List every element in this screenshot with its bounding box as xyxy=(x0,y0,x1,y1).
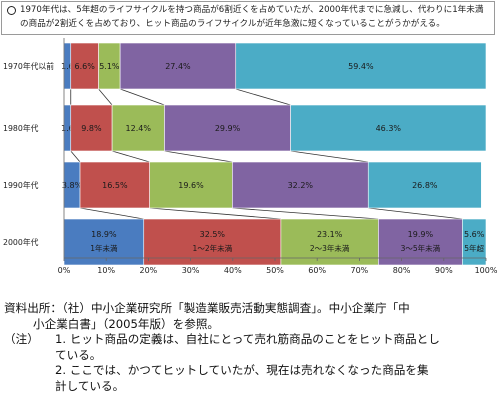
legend-label: 3～5年未満 xyxy=(401,243,441,253)
data-label: 6.6% xyxy=(75,62,96,71)
x-tick-label: 10% xyxy=(97,266,115,275)
notes-block: 資料出所：（社）中小企業研究所「製造業販売活動実態調査」。中小企業庁「中 小企業… xyxy=(4,301,498,395)
bar-segment xyxy=(164,104,291,152)
data-label: 19.9% xyxy=(408,230,434,239)
data-label: 23.1% xyxy=(317,230,343,239)
data-label: 1.6 xyxy=(61,124,74,133)
summary-box: 1970年代は、5年超のライフサイクルを持つ商品が6割近くを占めていたが、200… xyxy=(1,1,495,35)
data-label: 46.3% xyxy=(376,124,402,133)
x-tick-label: 30% xyxy=(182,266,200,275)
x-tick-label: 20% xyxy=(140,266,158,275)
x-tick-label: 90% xyxy=(435,266,453,275)
connector-line xyxy=(235,88,291,106)
note-2-line-1: 2. ここでは、かつてヒットしていたが、現在は売れなくなった商品を集 xyxy=(55,363,429,378)
bar-segment xyxy=(280,218,379,266)
connector-line xyxy=(119,88,165,106)
data-label: 32.2% xyxy=(288,181,314,190)
source-line-2: 小企業白書」（2005年版）を参照。 xyxy=(33,316,220,331)
data-label: 26.8% xyxy=(412,181,438,190)
data-label: 3.8% xyxy=(62,181,83,190)
category-label: 1990年代 xyxy=(3,180,39,190)
x-tick-label: 40% xyxy=(224,266,242,275)
data-label: 27.4% xyxy=(165,62,191,71)
data-label: 9.8% xyxy=(81,124,102,133)
data-label: 19.6% xyxy=(178,181,204,190)
bar-segment xyxy=(462,218,487,266)
source-line-1: 資料出所：（社）中小企業研究所「製造業販売活動実態調査」。中小企業庁「中 xyxy=(4,301,410,315)
note-1-line-2: ている。 xyxy=(55,347,102,362)
x-tick-label: 50% xyxy=(266,266,284,275)
data-label: 16.5% xyxy=(102,181,128,190)
data-label: 59.4% xyxy=(348,62,374,71)
bar-segment xyxy=(63,218,145,266)
note-label: （注） xyxy=(4,332,39,347)
summary-text: 1970年代は、5年超のライフサイクルを持つ商品が6割近くを占めていたが、200… xyxy=(20,5,484,29)
connector-line xyxy=(70,150,81,163)
legend-label: 1～2年未満 xyxy=(193,243,233,253)
data-label: 5.1% xyxy=(99,62,120,71)
legend-label: 5年超 xyxy=(464,243,484,253)
category-label: 1980年代 xyxy=(3,123,39,133)
data-label: 12.4% xyxy=(126,124,152,133)
category-label: 2000年代 xyxy=(3,237,39,247)
legend-label: 1年未満 xyxy=(90,243,118,253)
data-label: 18.9% xyxy=(91,230,117,239)
legend-label: 2～3年未満 xyxy=(310,243,350,253)
bar-segment xyxy=(143,218,282,266)
connector-line xyxy=(368,207,463,220)
x-tick-label: 70% xyxy=(351,266,369,275)
bar-segment xyxy=(367,161,482,209)
data-label: 1.6 xyxy=(61,62,74,71)
data-label: 29.9% xyxy=(215,124,241,133)
connector-line xyxy=(232,207,379,220)
bar-segment xyxy=(232,161,369,209)
connector-line xyxy=(79,207,144,220)
note-1-line-1: 1. ヒット商品の定義は、自社にとって売れ筋商品のことをヒット商品とし xyxy=(55,332,440,347)
connector-line xyxy=(149,207,281,220)
bar-segment xyxy=(149,161,233,209)
connector-line xyxy=(111,150,150,163)
note-2-line-2: 計している。 xyxy=(55,378,125,393)
bar-segment xyxy=(70,42,99,90)
note-1-row: （注） 1. ヒット商品の定義は、自社にとって売れ筋商品のことをヒット商品とし xyxy=(4,332,498,348)
circle-bullet-icon xyxy=(7,6,16,15)
x-tick-label: 60% xyxy=(308,266,326,275)
category-label: 1970年代以前 xyxy=(3,61,54,71)
data-label: 32.5% xyxy=(200,230,226,239)
bar-segment xyxy=(235,42,487,90)
connector-line xyxy=(98,88,113,106)
x-tick-label: 100% xyxy=(475,266,498,275)
data-label: 5.6% xyxy=(464,230,485,239)
bar-segment xyxy=(378,218,463,266)
connector-line xyxy=(164,150,233,163)
x-tick-label: 0% xyxy=(58,266,71,275)
connector-line xyxy=(290,150,369,163)
x-tick-label: 80% xyxy=(393,266,411,275)
bar-segment xyxy=(290,104,487,152)
